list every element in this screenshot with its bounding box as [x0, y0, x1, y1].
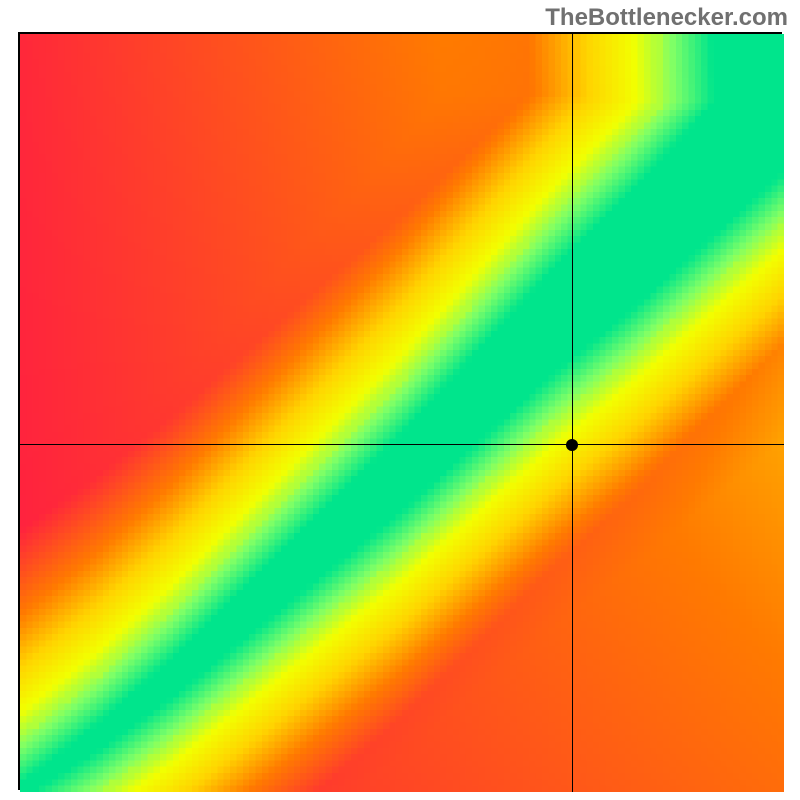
plot-frame — [18, 32, 782, 790]
chart-container: TheBottlenecker.com — [0, 0, 800, 800]
crosshair-vertical — [572, 34, 573, 792]
crosshair-horizontal — [20, 444, 784, 445]
watermark-text: TheBottlenecker.com — [545, 4, 788, 32]
marker-dot — [566, 439, 578, 451]
heatmap-canvas — [20, 34, 784, 792]
